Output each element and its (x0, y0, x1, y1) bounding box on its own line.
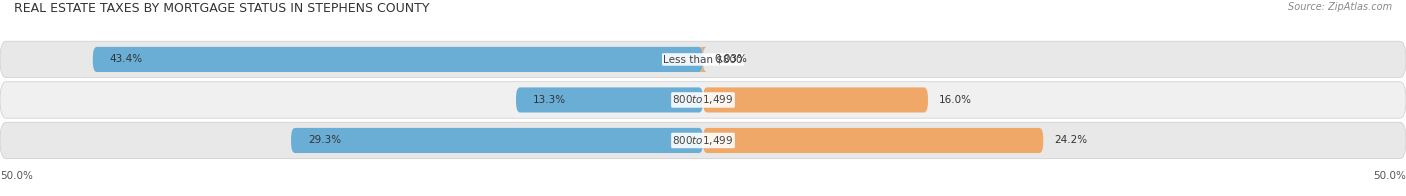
Text: 29.3%: 29.3% (308, 135, 342, 145)
Text: Less than $800: Less than $800 (664, 54, 742, 64)
Text: 0.03%: 0.03% (714, 54, 748, 64)
FancyBboxPatch shape (0, 82, 1406, 118)
Text: 43.4%: 43.4% (110, 54, 143, 64)
Text: 24.2%: 24.2% (1054, 135, 1088, 145)
Text: 50.0%: 50.0% (0, 171, 32, 181)
FancyBboxPatch shape (0, 41, 1406, 78)
Text: 13.3%: 13.3% (533, 95, 567, 105)
FancyBboxPatch shape (291, 128, 703, 153)
FancyBboxPatch shape (516, 87, 703, 113)
FancyBboxPatch shape (0, 122, 1406, 159)
Text: 50.0%: 50.0% (1374, 171, 1406, 181)
FancyBboxPatch shape (93, 47, 703, 72)
Text: REAL ESTATE TAXES BY MORTGAGE STATUS IN STEPHENS COUNTY: REAL ESTATE TAXES BY MORTGAGE STATUS IN … (14, 2, 430, 15)
Text: Source: ZipAtlas.com: Source: ZipAtlas.com (1288, 2, 1392, 12)
FancyBboxPatch shape (703, 87, 928, 113)
Text: $800 to $1,499: $800 to $1,499 (672, 93, 734, 106)
Text: $800 to $1,499: $800 to $1,499 (672, 134, 734, 147)
FancyBboxPatch shape (700, 47, 707, 72)
Text: 16.0%: 16.0% (939, 95, 972, 105)
FancyBboxPatch shape (703, 128, 1043, 153)
